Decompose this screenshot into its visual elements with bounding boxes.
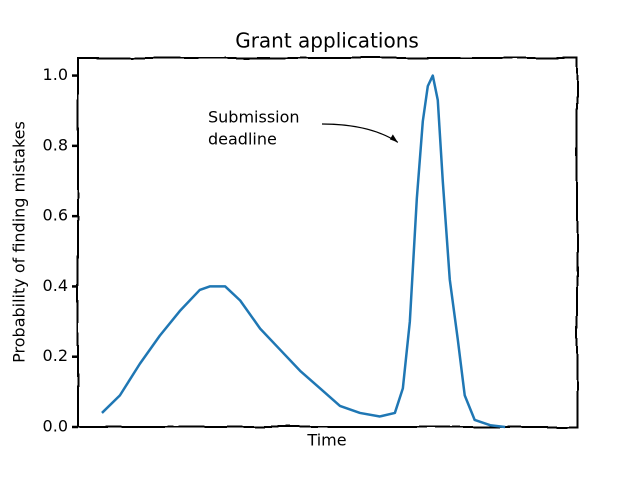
line-series xyxy=(101,74,506,429)
y-tick-label: 0.2 xyxy=(43,346,68,365)
annotation-arrow xyxy=(321,123,399,143)
y-tick-label: 0.4 xyxy=(43,276,68,295)
y-tick-label: 0.0 xyxy=(43,417,68,436)
y-axis-label: Probability of finding mistakes xyxy=(10,121,29,363)
x-axis-label: Time xyxy=(306,431,346,450)
plot-frame xyxy=(77,57,578,428)
arrow-head xyxy=(389,134,398,143)
y-tick-label: 0.6 xyxy=(43,206,68,225)
y-tick-label: 1.0 xyxy=(43,65,68,84)
y-tick-label: 0.8 xyxy=(43,135,68,154)
annotation-text: deadline xyxy=(208,130,277,149)
chart-title: Grant applications xyxy=(235,29,419,53)
annotation-text: Submission xyxy=(208,108,300,127)
